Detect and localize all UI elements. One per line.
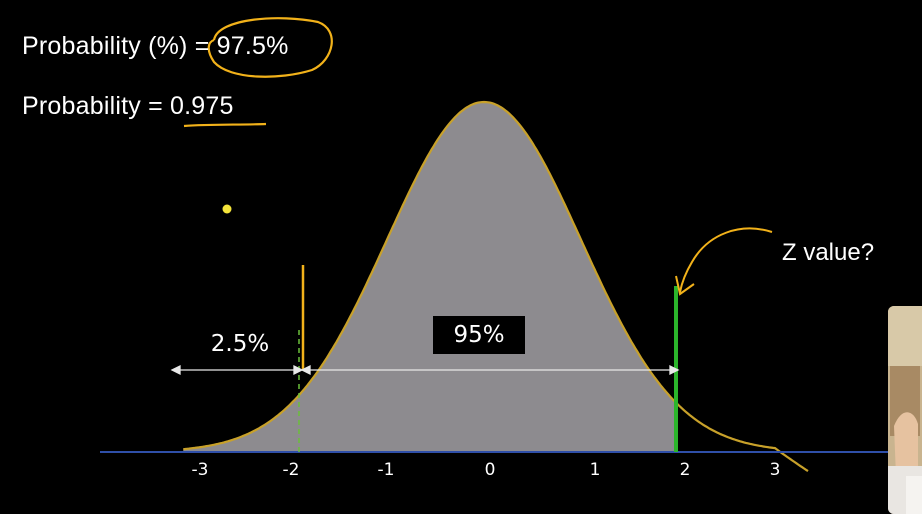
tick-label: -1 [377,460,395,480]
middle-area-label: 95% [433,316,525,354]
shaded-area [183,102,677,452]
cursor-dot [222,204,232,214]
probability-percent-text: Probability (%) = 97.5% [22,32,289,60]
tick-label: -2 [282,460,300,480]
tick-label: 2 [679,460,691,480]
underline-annotation [183,122,267,128]
bell-curve [183,100,809,473]
tick-label: 0 [484,460,496,480]
left-tail-label: 2.5% [194,325,286,363]
tick-label: 1 [589,460,601,480]
tick-label: 3 [769,460,781,480]
middle-span-arrow [300,364,680,376]
pointer-arrowhead [675,275,695,296]
tick-label: -3 [191,460,209,480]
pointer-arrow [679,227,773,293]
circle-annotation [207,17,333,78]
presenter-video-thumbnail [888,306,922,514]
probability-decimal-text: Probability = 0.975 [22,92,234,120]
left-span-arrow [170,364,304,376]
z-value-question: Z value? [782,239,875,266]
